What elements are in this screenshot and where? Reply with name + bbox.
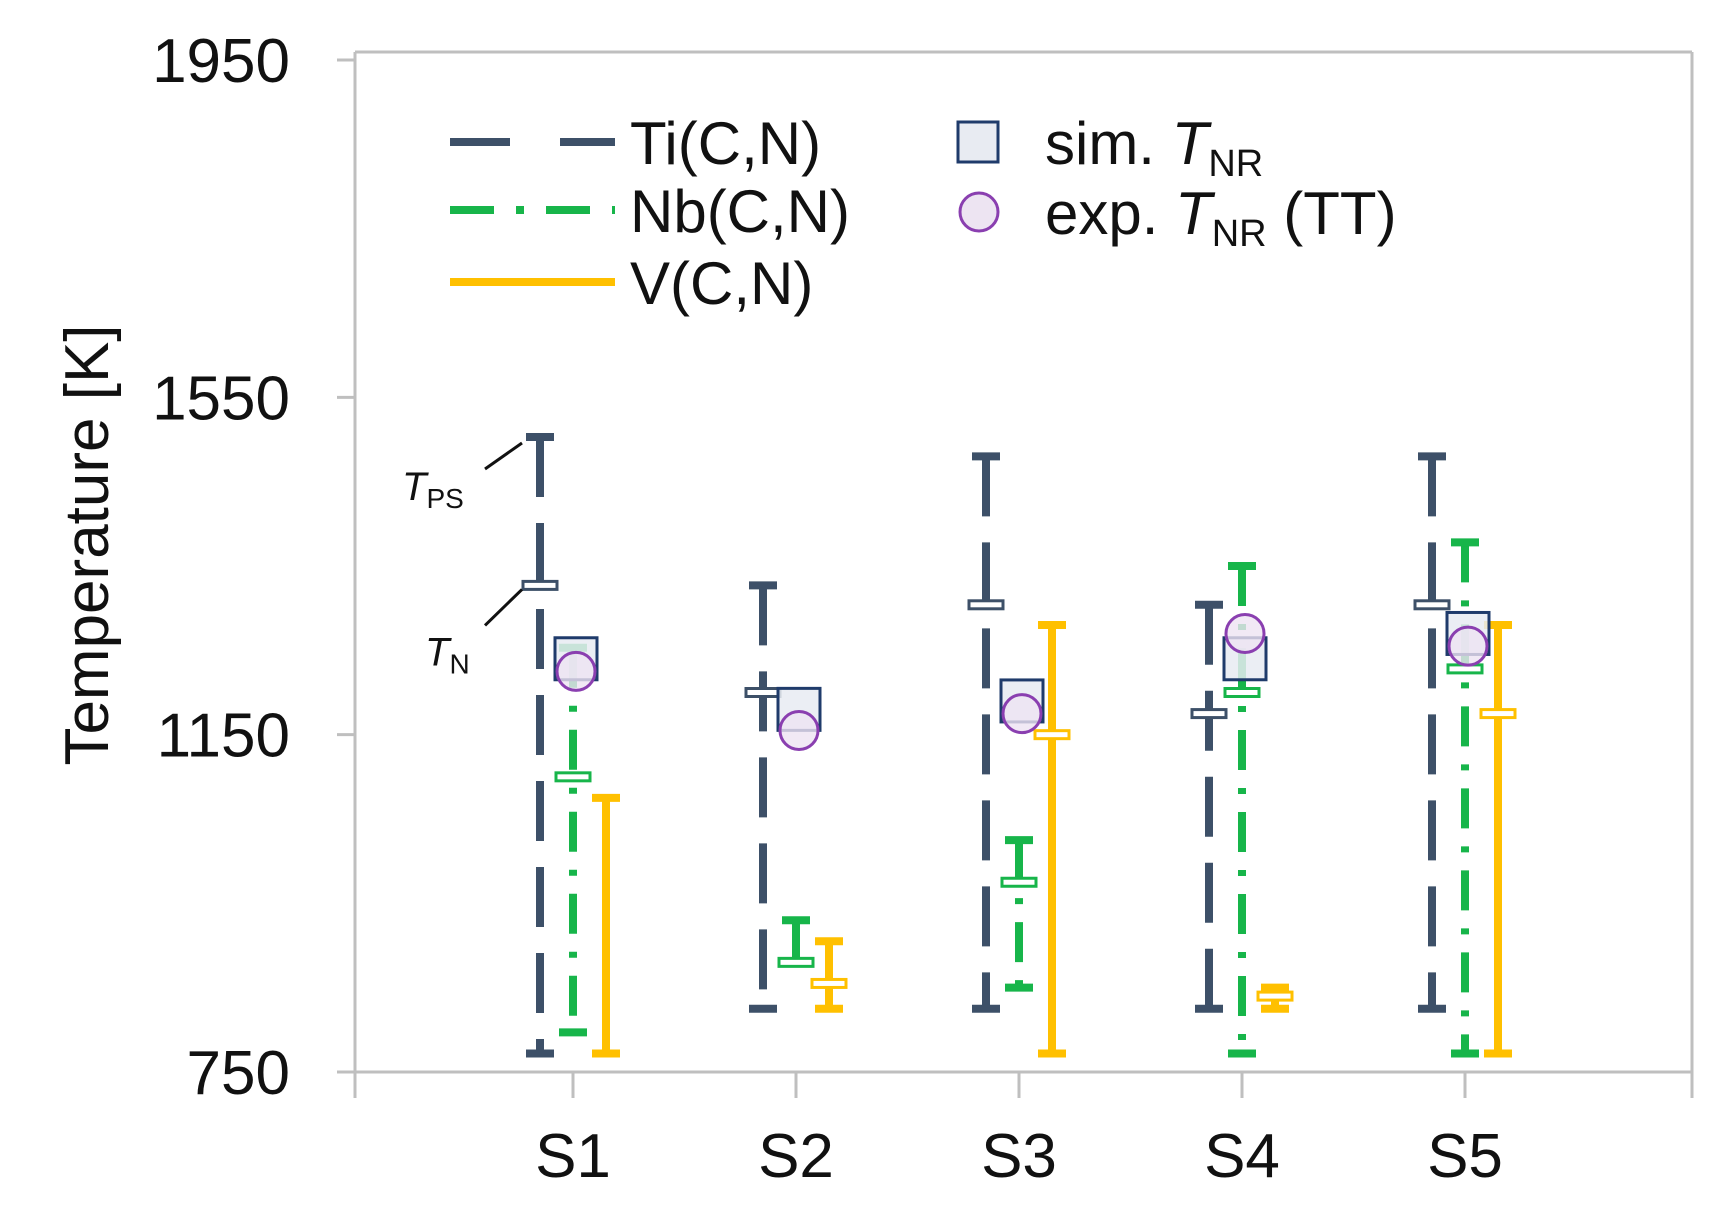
tn-marker [1190,708,1228,720]
tn-marker [1000,876,1038,888]
exp-tnr-point [555,650,597,692]
legend-swatch-exp-tnr [958,191,1000,233]
y-axis-label: Temperature [K] [53,324,122,765]
tn-marker [521,579,559,591]
series-nbcn [554,538,1484,1058]
tn-marker [967,599,1005,611]
legend-label-nbcn: Nb(C,N) [630,178,850,245]
y-ticks: 750 1150 1550 1950 [152,27,355,1108]
y-tick-label: 1950 [152,27,290,96]
legend-swatch-sim-tnr [956,120,1000,164]
y-tick-label: 1150 [157,702,290,771]
legend-label-suffix: (TT) [1267,180,1397,247]
tn-marker [1256,990,1294,1002]
legend-label-symbol: T [1175,180,1216,247]
exp-tnr-point [1224,612,1266,654]
exp-tnr-point [778,709,820,751]
annotation-symbol: T [402,465,429,509]
tn-marker [1479,708,1517,720]
annotation-subscript: PS [426,483,463,514]
tn-marker [1413,599,1451,611]
tn-marker [1223,687,1261,698]
legend-label-sim-tnr: sim. TNR [1045,110,1263,185]
series-vcn [592,621,1517,1058]
y-tick-label: 750 [187,1039,290,1108]
legend-label-ticn: Ti(C,N) [630,110,821,177]
exp-tnr-point [1001,693,1043,735]
tn-marker [777,956,815,968]
tn-leader-line [483,588,524,627]
series-marks [521,432,1517,1058]
tn-marker [1033,729,1071,741]
tnr-markers [553,610,1491,751]
legend-label-subscript: NR [1208,143,1263,185]
annotation-symbol: T [425,630,452,674]
exp-tnr-markers [555,612,1489,751]
legend-label-exp-tnr: exp. TNR (TT) [1045,180,1397,255]
series-ticn [521,432,1451,1058]
x-tick-label-s3: S3 [981,1122,1057,1191]
annotation-subscript: N [449,648,469,679]
legend-label-part: exp. [1045,180,1175,247]
exp-tnr-point [1447,625,1489,667]
tn-marker [744,687,782,698]
x-ticks: S1 S2 S3 S4 S5 [353,1072,1694,1191]
x-tick-label-s5: S5 [1427,1122,1503,1191]
legend-label-vcn: V(C,N) [630,250,813,317]
tn-marker [810,977,848,989]
tps-annotation: TPS [402,465,464,514]
x-tick-label-s2: S2 [758,1122,834,1191]
y-tick-label: 1550 [152,364,290,433]
x-tick-label-s1: S1 [535,1122,611,1191]
tn-annotation: TN [425,630,470,679]
x-tick-label-s4: S4 [1204,1122,1280,1191]
tn-marker [554,771,592,783]
tps-leader-line [484,441,523,471]
plot-frame [353,50,1694,1074]
legend-label-part: sim. [1045,110,1172,177]
legend-label-symbol: T [1172,110,1213,177]
legend-label-subscript: NR [1212,213,1267,255]
